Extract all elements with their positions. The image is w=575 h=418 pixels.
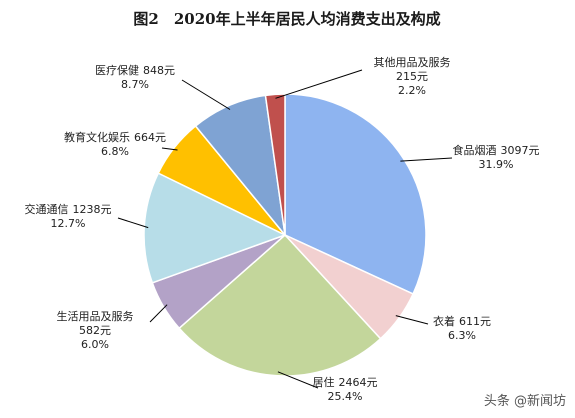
slice-label-1: 食品烟酒 3097元 31.9% bbox=[453, 143, 540, 171]
pie-slices bbox=[143, 93, 427, 377]
slice-name: 居住 bbox=[313, 375, 335, 389]
chart-title: 图2 2020年上半年居民人均消费支出及构成 bbox=[133, 10, 440, 28]
slice-label-5: 交通通信 1238元 12.7% bbox=[25, 202, 112, 230]
slice-percent: 12.7% bbox=[51, 217, 86, 230]
leader-line-3 bbox=[277, 371, 319, 389]
slice-label-2: 衣着 611元 6.3% bbox=[433, 314, 491, 342]
slice-label-7: 医疗保健 848元 8.7% bbox=[95, 63, 175, 91]
leader-line-2 bbox=[395, 315, 429, 325]
slice-label-3: 居住 2464元 25.4% bbox=[313, 375, 378, 403]
slice-label-6: 教育文化娱乐 664元 6.8% bbox=[64, 130, 166, 158]
slice-percent: 6.3% bbox=[448, 329, 476, 342]
slice-name: 医疗保健 bbox=[95, 63, 139, 77]
slice-percent: 31.9% bbox=[479, 158, 514, 171]
slice-percent: 25.4% bbox=[328, 390, 363, 403]
slice-label-8: 其他用品及服务 215元 2.2% bbox=[374, 56, 451, 97]
slice-value: 582元 bbox=[79, 324, 111, 337]
slice-value: 215元 bbox=[396, 70, 428, 83]
slice-name: 生活用品及服务 bbox=[57, 309, 134, 323]
slice-labels: 食品烟酒 3097元 31.9% 衣着 611元 6.3% 居住 2464元 25.4% 生活用品… bbox=[25, 56, 540, 403]
slice-value: 848元 bbox=[143, 64, 175, 77]
slice-value: 664元 bbox=[134, 131, 166, 144]
leader-line-1 bbox=[400, 157, 453, 162]
leader-line-4 bbox=[149, 304, 168, 323]
slice-percent: 6.8% bbox=[101, 145, 129, 158]
leader-line-5 bbox=[117, 217, 149, 229]
pie-slice-1 bbox=[284, 93, 427, 295]
slice-name: 食品烟酒 bbox=[453, 143, 497, 157]
slice-value: 3097元 bbox=[501, 144, 540, 157]
pie-slice-5 bbox=[143, 172, 287, 284]
slice-label-4: 生活用品及服务 582元 6.0% bbox=[57, 309, 134, 351]
slice-value: 611元 bbox=[459, 315, 491, 328]
slice-name: 交通通信 bbox=[25, 202, 69, 216]
slice-name: 其他用品及服务 bbox=[374, 56, 451, 69]
slice-percent: 8.7% bbox=[121, 78, 149, 91]
slice-percent: 6.0% bbox=[81, 338, 109, 351]
slice-name: 衣着 bbox=[433, 314, 455, 328]
pie-slice-8 bbox=[264, 93, 286, 236]
slice-name: 教育文化娱乐 bbox=[64, 130, 130, 144]
leader-line-6 bbox=[161, 147, 178, 151]
slice-value: 1238元 bbox=[73, 203, 112, 216]
leader-line-8 bbox=[275, 69, 363, 99]
slice-percent: 2.2% bbox=[398, 84, 426, 97]
pie-slice-3 bbox=[178, 233, 382, 377]
leader-line-7 bbox=[181, 79, 231, 110]
slice-value: 2464元 bbox=[339, 376, 378, 389]
watermark: 头条 @新闻坊 bbox=[484, 393, 566, 409]
leader-lines bbox=[117, 69, 453, 389]
